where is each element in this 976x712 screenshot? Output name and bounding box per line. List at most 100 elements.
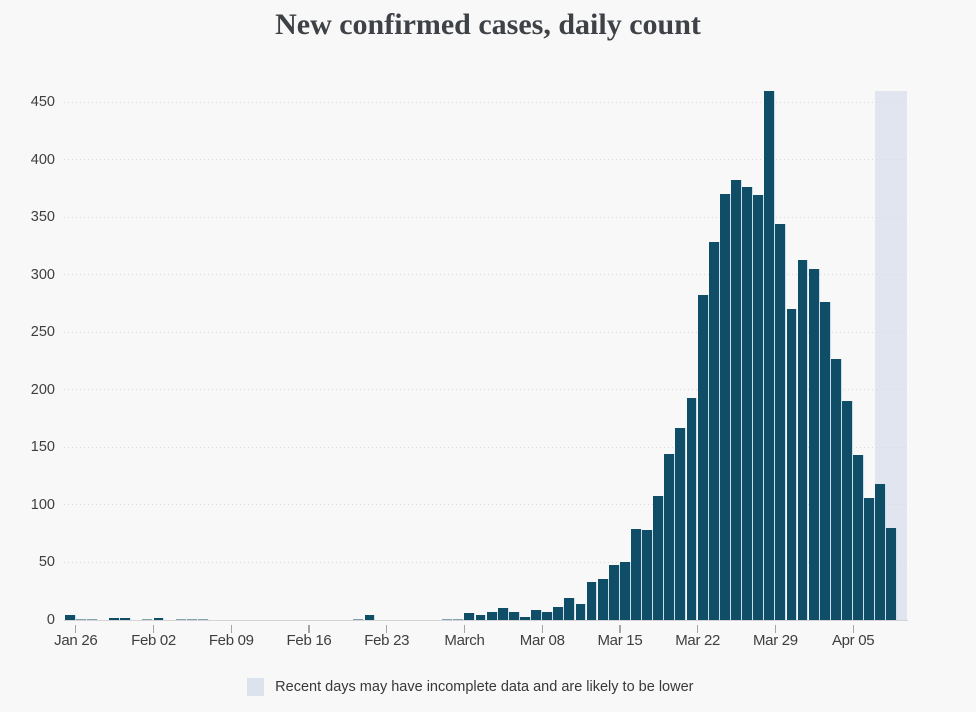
bar-mar-10	[564, 598, 575, 620]
x-axis-label-march: March	[444, 631, 485, 649]
x-axis-label-mar-15: Mar 15	[597, 631, 643, 649]
y-axis-label-0: 0	[46, 612, 55, 628]
bar-jan-29	[109, 617, 119, 620]
bar-mar-26	[742, 187, 752, 620]
bar-mar-24	[719, 194, 730, 620]
bar-mar-15	[619, 562, 630, 620]
gridline-250	[64, 331, 908, 333]
x-axis-label-mar-08: Mar 08	[519, 631, 565, 649]
x-axis-tick-jan-26	[75, 625, 77, 633]
y-axis-label-250: 250	[30, 324, 55, 341]
x-axis-label-feb-16: Feb 16	[286, 631, 332, 649]
x-axis-tick-feb-23	[386, 625, 388, 633]
bar-mar-08	[542, 611, 553, 620]
bar-apr-06	[864, 497, 875, 620]
y-axis-label-450: 450	[30, 94, 55, 110]
x-axis-label-mar-29: Mar 29	[752, 631, 798, 649]
bar-feb-01	[142, 618, 153, 620]
x-axis-label-mar-22: Mar 22	[675, 631, 721, 649]
x-axis-tick-feb-02	[152, 625, 155, 633]
y-axis-label-50: 50	[38, 554, 55, 571]
y-axis-label-200: 200	[30, 381, 55, 398]
legend: Recent days may have incomplete data and…	[246, 678, 694, 696]
x-axis-tick-march	[463, 625, 466, 633]
bar-mar-27	[753, 195, 764, 620]
gridline-100	[64, 504, 908, 506]
gridline-200	[64, 389, 908, 391]
bar-apr-07	[875, 484, 886, 620]
chart-title: New confirmed cases, daily count	[275, 7, 701, 41]
x-axis-tick-feb-09	[230, 625, 232, 633]
y-axis-label-400: 400	[30, 151, 55, 168]
bar-feb-28	[442, 618, 453, 620]
legend-label: Recent days may have incomplete data and…	[275, 678, 694, 695]
x-axis-tick-apr-05	[852, 625, 854, 633]
bar-apr-04	[842, 401, 852, 620]
bar-feb-20	[353, 618, 364, 620]
x-axis-label-feb-09: Feb 09	[208, 631, 254, 649]
bar-mar-03	[486, 611, 497, 620]
gridline-350	[64, 216, 908, 218]
bar-jan-26	[75, 618, 86, 620]
bar-mar-13	[597, 578, 608, 620]
x-axis-tick-mar-15	[619, 625, 621, 633]
legend-swatch	[246, 678, 264, 696]
bar-mar-31	[797, 259, 808, 620]
bar-mar-02	[475, 615, 486, 620]
y-axis-label-150: 150	[30, 439, 55, 456]
bar-mar-07	[531, 609, 541, 620]
bar-feb-06	[197, 618, 208, 620]
bar-apr-05	[853, 455, 863, 620]
bar-mar-21	[686, 397, 697, 620]
bar-mar-18	[653, 495, 664, 620]
y-axis-label-300: 300	[30, 266, 55, 283]
bar-mar-12	[586, 582, 597, 620]
gridline-300	[64, 274, 908, 276]
bar-mar-05	[508, 611, 519, 620]
bar-apr-08	[886, 527, 897, 620]
bar-mar-19	[664, 454, 675, 620]
x-axis-label-feb-02: Feb 02	[131, 631, 176, 649]
gridline-450	[64, 101, 908, 103]
x-axis-label-jan-26: Jan 26	[54, 631, 98, 649]
gridline-50	[64, 561, 908, 563]
x-axis-label-feb-23: Feb 23	[364, 631, 410, 649]
bar-jan-27	[86, 618, 97, 620]
bar-apr-03	[830, 358, 841, 620]
bar-mar-25	[731, 180, 741, 620]
y-axis-label-350: 350	[30, 209, 55, 226]
x-axis-tick-mar-22	[697, 625, 699, 633]
bar-feb-04	[175, 618, 186, 620]
y-axis-label-100: 100	[30, 496, 55, 513]
x-axis-label-apr-05: Apr 05	[831, 631, 875, 649]
bar-feb-29	[453, 618, 464, 620]
bar-mar-30	[786, 309, 797, 620]
bar-jan-30	[120, 617, 131, 620]
bar-mar-29	[775, 224, 786, 620]
bar-mar-04	[497, 608, 508, 620]
gridline-150	[64, 446, 908, 448]
bar-mar-11	[575, 603, 586, 620]
bar-mar-14	[608, 564, 619, 620]
gridline-400	[64, 159, 908, 161]
bar-mar-06	[520, 616, 530, 620]
gridline-0	[64, 619, 908, 621]
bar-mar-17	[642, 530, 652, 620]
bar-feb-05	[186, 618, 197, 620]
x-axis-tick-mar-29	[774, 625, 777, 633]
bar-mar-22	[697, 295, 708, 620]
bar-mar-23	[708, 242, 719, 620]
bar-mar-28	[764, 90, 775, 620]
bar-apr-02	[819, 302, 830, 620]
bar-mar-09	[553, 607, 564, 620]
bar-feb-21	[364, 615, 375, 620]
bar-apr-01	[808, 268, 819, 620]
x-axis-tick-feb-16	[308, 625, 310, 633]
bar-jan-25	[64, 615, 75, 620]
bar-feb-02	[153, 617, 164, 620]
bar-mar-20	[675, 427, 686, 620]
bar-mar-16	[631, 529, 641, 620]
x-axis-tick-mar-08	[541, 625, 543, 633]
